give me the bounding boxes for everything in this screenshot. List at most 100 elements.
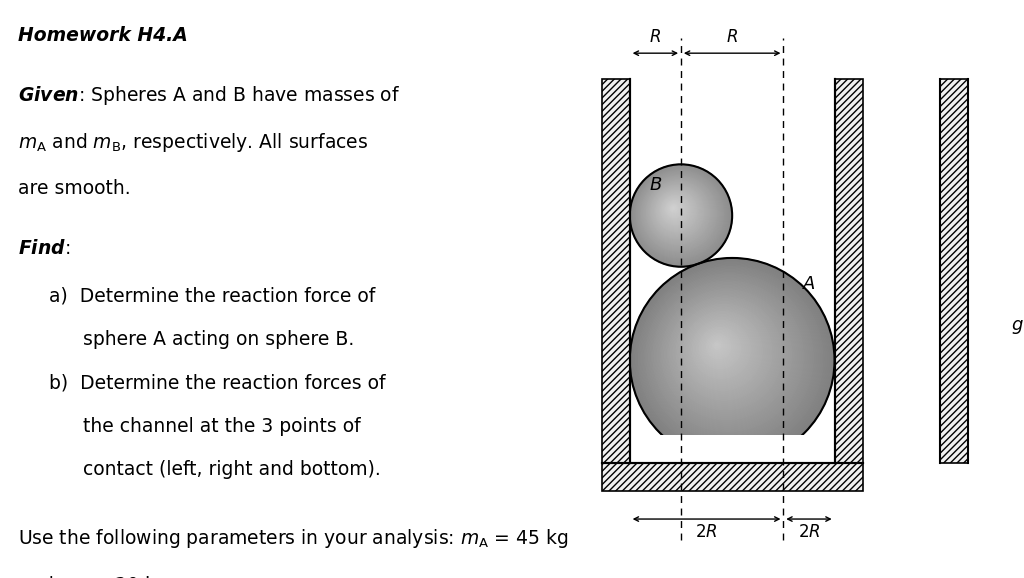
Circle shape (673, 207, 674, 209)
Circle shape (702, 331, 736, 365)
Circle shape (657, 192, 695, 229)
Circle shape (693, 322, 749, 376)
Circle shape (643, 271, 817, 445)
Circle shape (656, 191, 696, 231)
Circle shape (660, 288, 794, 421)
Circle shape (653, 187, 700, 235)
Circle shape (631, 165, 731, 266)
Circle shape (703, 332, 734, 362)
Circle shape (686, 314, 758, 386)
Circle shape (646, 274, 813, 441)
Circle shape (668, 296, 783, 412)
Circle shape (653, 281, 803, 431)
Circle shape (642, 177, 716, 250)
Text: b)  Determine the reaction forces of: b) Determine the reaction forces of (49, 373, 386, 392)
Circle shape (650, 184, 705, 239)
Circle shape (631, 260, 833, 461)
Circle shape (644, 179, 713, 247)
Circle shape (716, 343, 719, 347)
Circle shape (668, 202, 681, 216)
Circle shape (643, 178, 714, 248)
Circle shape (679, 307, 768, 396)
Circle shape (654, 283, 801, 429)
Circle shape (639, 173, 721, 255)
Circle shape (710, 338, 727, 355)
Circle shape (664, 198, 686, 221)
Circle shape (646, 180, 711, 245)
Text: A: A (803, 275, 815, 292)
Bar (939, 79, 968, 463)
Circle shape (672, 206, 675, 210)
Bar (346, 0, 1024, 79)
Circle shape (664, 198, 687, 221)
Circle shape (669, 297, 781, 410)
Circle shape (648, 183, 708, 242)
Circle shape (638, 172, 721, 256)
Circle shape (671, 205, 677, 212)
Circle shape (650, 278, 807, 435)
Text: $m_\mathrm{A}$ and $m_\mathrm{B}$, respectively. All surfaces: $m_\mathrm{A}$ and $m_\mathrm{B}$, respe… (18, 131, 369, 154)
Circle shape (660, 195, 691, 225)
Circle shape (662, 197, 689, 224)
Text: Use the following parameters in your analysis: $m_\mathrm{A}$ = 45 kg: Use the following parameters in your ana… (18, 527, 568, 550)
Circle shape (665, 293, 787, 416)
Circle shape (647, 275, 811, 439)
Circle shape (631, 166, 730, 265)
Circle shape (634, 168, 727, 262)
Circle shape (630, 258, 835, 463)
Circle shape (649, 184, 706, 240)
Circle shape (676, 305, 772, 400)
Circle shape (711, 339, 725, 353)
Circle shape (660, 195, 690, 224)
Circle shape (639, 174, 720, 254)
Circle shape (633, 261, 830, 459)
Circle shape (640, 175, 719, 253)
Circle shape (659, 194, 692, 227)
Circle shape (665, 199, 685, 220)
Circle shape (682, 310, 764, 392)
Circle shape (651, 280, 805, 434)
Bar (346, 0, 630, 463)
Circle shape (695, 323, 746, 375)
Circle shape (641, 269, 819, 447)
Circle shape (666, 294, 785, 414)
Circle shape (671, 299, 779, 408)
Circle shape (648, 277, 809, 437)
Text: $2R$: $2R$ (695, 523, 718, 541)
Text: and $m_\mathrm{B}$ = 20 kg.: and $m_\mathrm{B}$ = 20 kg. (18, 574, 174, 578)
Circle shape (652, 187, 701, 236)
Text: Homework H4.A: Homework H4.A (18, 26, 188, 45)
Circle shape (640, 268, 821, 449)
Circle shape (683, 312, 762, 390)
Circle shape (689, 317, 754, 382)
Circle shape (658, 287, 796, 424)
Text: a)  Determine the reaction force of: a) Determine the reaction force of (49, 287, 376, 306)
Bar (346, 435, 1024, 578)
Circle shape (656, 284, 799, 427)
Circle shape (666, 200, 684, 218)
Circle shape (630, 164, 732, 266)
Circle shape (714, 342, 721, 349)
Circle shape (696, 325, 744, 372)
Text: $\bfit{Find}$:: $\bfit{Find}$: (18, 239, 71, 258)
Circle shape (633, 167, 728, 263)
Bar (602, 463, 862, 491)
Circle shape (667, 201, 682, 217)
Circle shape (664, 291, 790, 417)
Circle shape (671, 206, 676, 211)
Circle shape (691, 319, 753, 380)
Circle shape (651, 186, 702, 238)
Bar (835, 0, 1024, 463)
Circle shape (636, 171, 723, 258)
Text: $g$: $g$ (1011, 318, 1024, 336)
Bar (630, 79, 835, 463)
Text: are smooth.: are smooth. (18, 179, 131, 198)
Circle shape (681, 309, 766, 394)
Circle shape (648, 183, 707, 241)
Bar (602, 79, 630, 463)
Text: $R$: $R$ (649, 28, 662, 46)
Circle shape (678, 306, 770, 398)
Bar (602, 463, 862, 491)
Circle shape (654, 189, 698, 234)
Circle shape (645, 180, 712, 246)
